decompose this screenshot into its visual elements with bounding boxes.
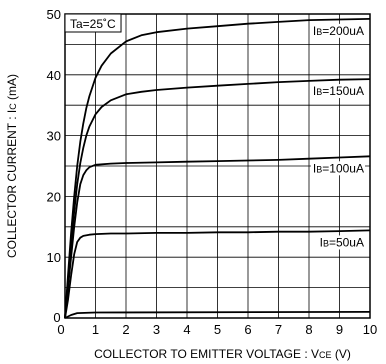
x-tick-label: 4 xyxy=(183,322,190,337)
condition-box: Ta=25˚C xyxy=(64,13,122,33)
x-axis-label-main: COLLECTOR TO EMITTER VOLTAGE : V xyxy=(94,347,319,361)
y-axis-label-sub: C xyxy=(8,103,18,110)
curve-series-3 xyxy=(64,229,371,319)
curve-label-main: I xyxy=(320,235,323,249)
curves xyxy=(64,18,371,319)
x-tick-label: 2 xyxy=(122,322,129,337)
y-tick-label-zero: 0 xyxy=(53,310,60,325)
curve-label-main: I xyxy=(313,84,316,98)
x-tick-label: 6 xyxy=(244,322,251,337)
curve-label-rest: =100uA xyxy=(322,161,364,175)
x-axis-label-unit: (V) xyxy=(332,347,351,361)
curve-label-0: IB=200uA xyxy=(313,24,364,38)
x-tick-label: 3 xyxy=(153,322,160,337)
curve-series-2 xyxy=(64,155,371,319)
curve-label-sub: B xyxy=(323,238,329,248)
y-tick-labels: 10 20 30 40 50 xyxy=(47,7,61,265)
condition-box-border xyxy=(64,13,122,33)
x-tick-label: 8 xyxy=(305,322,312,337)
y-tick-label: 10 xyxy=(47,250,61,265)
curve-label-bg xyxy=(317,235,365,250)
y-axis-label-main: COLLECTOR CURRENT : I xyxy=(5,110,19,258)
curve-label-sub: B xyxy=(316,87,322,97)
x-tick-label: 1 xyxy=(92,322,99,337)
curve-series-0 xyxy=(64,18,371,319)
y-tick-label: 20 xyxy=(47,189,61,204)
y-axis-label-unit: (mA) xyxy=(5,74,19,103)
curve-series-4 xyxy=(64,311,371,319)
curve-series-1 xyxy=(64,78,371,319)
curve-label-rest: =150uA xyxy=(322,84,364,98)
curve-label-bg xyxy=(310,161,365,176)
y-tick-label: 50 xyxy=(47,7,61,22)
x-tick-labels: 0 1 2 3 4 5 6 7 8 9 10 xyxy=(57,322,377,337)
y-tick-label: 30 xyxy=(47,129,61,144)
curve-label-main: I xyxy=(313,161,316,175)
curve-label-rest: =200uA xyxy=(322,24,364,38)
plot-frame xyxy=(64,13,371,319)
condition-text: Ta=25˚C xyxy=(70,17,116,31)
curve-label-2: IB=100uA xyxy=(313,161,364,175)
y-axis-label: COLLECTOR CURRENT : IC (mA) xyxy=(5,74,19,258)
curve-label-rest: =50uA xyxy=(329,235,364,249)
x-axis-label: COLLECTOR TO EMITTER VOLTAGE : VCE (V) xyxy=(94,347,351,361)
curve-label-1: IB=150uA xyxy=(313,84,364,98)
x-tick-label: 5 xyxy=(214,322,221,337)
curve-label-sub: B xyxy=(316,164,322,174)
curve-label-3: IB=50uA xyxy=(320,235,364,249)
curve-label-main: I xyxy=(313,24,316,38)
curve-label-sub: B xyxy=(316,27,322,37)
x-tick-label: 9 xyxy=(336,322,343,337)
curve-label-bg xyxy=(310,23,365,38)
y-tick-label: 40 xyxy=(47,68,61,83)
x-axis-label-sub: CE xyxy=(319,350,332,360)
x-tick-label: 7 xyxy=(275,322,282,337)
x-tick-label: 0 xyxy=(57,322,64,337)
x-tick-label: 10 xyxy=(363,322,377,337)
curve-label-bg xyxy=(310,84,365,99)
